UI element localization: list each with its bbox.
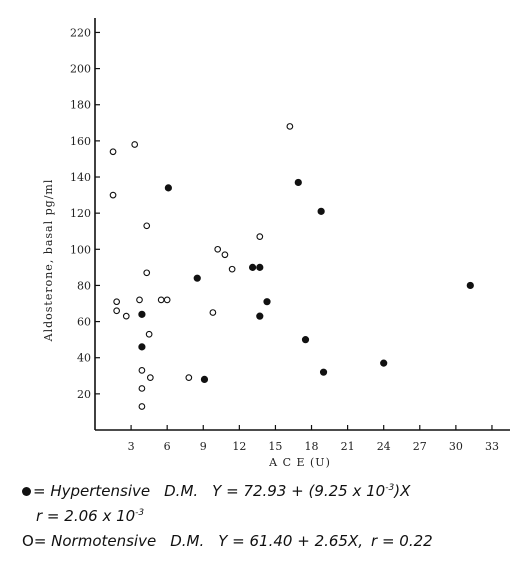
legend-hypertensive-r-exp: -3: [135, 508, 145, 518]
y-tick-label: 40: [77, 352, 91, 365]
legend-hypertensive-r: r = 2.06 x 10-3: [36, 507, 144, 525]
y-axis-title: Aldosterone, basal pg/ml: [42, 179, 55, 343]
point-normotensive: [109, 191, 117, 199]
point-hypertensive: [294, 178, 302, 187]
x-tick-label: 21: [341, 440, 355, 453]
point-hypertensive: [256, 263, 264, 271]
point-hypertensive: [317, 207, 325, 215]
point-hypertensive: [301, 336, 310, 344]
point-normotensive: [145, 330, 153, 338]
y-axis-ticks: 20 40 60 80 100 120 140 160 180 200 220: [70, 26, 100, 401]
point-normotensive: [146, 374, 154, 381]
point-hypertensive: [248, 263, 257, 271]
point-normotensive: [221, 251, 229, 259]
y-tick-label: 220: [70, 26, 91, 39]
point-normotensive: [138, 385, 146, 392]
legend-hypertensive-group: D.M.: [164, 482, 199, 500]
x-axis-title: A C E (U): [268, 456, 331, 469]
x-tick-label: 6: [164, 440, 171, 453]
y-tick-label: 140: [70, 171, 91, 184]
point-normotensive: [138, 403, 146, 410]
point-hypertensive: [256, 312, 264, 320]
point-hypertensive: [466, 281, 474, 290]
legend-hypertensive-equation-exp: -3: [385, 483, 395, 493]
point-normotensive: [157, 296, 165, 304]
axes: [94, 18, 510, 431]
point-normotensive: [228, 265, 236, 273]
point-normotensive: [143, 222, 151, 230]
x-tick-label: 24: [377, 440, 391, 453]
point-normotensive: [131, 141, 139, 148]
point-hypertensive: [319, 368, 328, 376]
y-tick-label: 120: [70, 207, 91, 220]
point-hypertensive: [164, 184, 172, 192]
x-tick-label: 33: [485, 440, 499, 453]
x-axis-ticks: 3 6 9 12 15 18 21 24 27 30 33: [128, 425, 499, 453]
legend-hypertensive-r-value: r = 2.06 x 10: [36, 507, 136, 525]
x-tick-label: 9: [200, 440, 207, 453]
point-normotensive: [214, 245, 222, 253]
point-normotensive: [136, 296, 143, 304]
x-tick-label: 30: [449, 440, 463, 453]
filled-circle-icon: [22, 487, 31, 496]
x-tick-label: 12: [232, 440, 246, 453]
y-tick-label: 160: [70, 135, 91, 148]
legend-hypertensive-equation-end: )X: [394, 482, 411, 500]
point-normotensive: [109, 148, 117, 156]
y-tick-label: 180: [70, 99, 91, 112]
point-normotensive: [163, 296, 171, 304]
point-normotensive: [256, 233, 264, 240]
legend-normotensive-r: r = 0.22: [371, 532, 433, 550]
x-tick-label: 15: [268, 440, 282, 453]
open-circle-icon: O: [22, 532, 34, 550]
legend-hypertensive-label: = Hypertensive: [33, 482, 151, 500]
scatter-chart: 3 6 9 12 15 18 21 24 27 30 33 20 40 60 80 100 120 140 160…: [42, 18, 510, 469]
point-hypertensive: [138, 310, 146, 318]
x-tick-label: 3: [128, 440, 135, 453]
point-normotensive: [113, 298, 121, 306]
point-hypertensive: [138, 343, 146, 351]
y-tick-label: 80: [77, 279, 91, 292]
legend-hypertensive: = Hypertensive D.M. Y = 72.93 + (9.25 x 10…: [22, 482, 410, 500]
point-hypertensive: [193, 274, 201, 282]
legend-normotensive-label: = Normotensive: [33, 532, 157, 550]
point-normotensive: [185, 374, 193, 381]
point-normotensive: [209, 309, 217, 316]
legend-hypertensive-equation: Y = 72.93 + (9.25 x 10: [212, 482, 386, 500]
y-tick-label: 200: [70, 63, 91, 76]
point-hypertensive: [200, 375, 209, 384]
x-tick-label: 27: [413, 440, 427, 453]
point-normotensive: [138, 367, 146, 374]
data-points: [109, 123, 474, 410]
point-hypertensive: [263, 298, 271, 306]
point-hypertensive: [380, 359, 388, 367]
point-normotensive: [286, 123, 294, 130]
legend-normotensive: O= Normotensive D.M. Y = 61.40 + 2.65X, r =…: [22, 532, 433, 550]
y-tick-label: 100: [70, 243, 91, 256]
legend-normotensive-equation: Y = 61.40 + 2.65X,: [218, 532, 364, 550]
point-normotensive: [113, 307, 121, 315]
legend-normotensive-group: D.M.: [170, 532, 205, 550]
y-tick-label: 60: [77, 316, 91, 329]
y-tick-label: 20: [77, 388, 91, 401]
point-normotensive: [143, 269, 151, 277]
x-tick-label: 18: [305, 440, 319, 453]
point-normotensive: [122, 312, 130, 320]
